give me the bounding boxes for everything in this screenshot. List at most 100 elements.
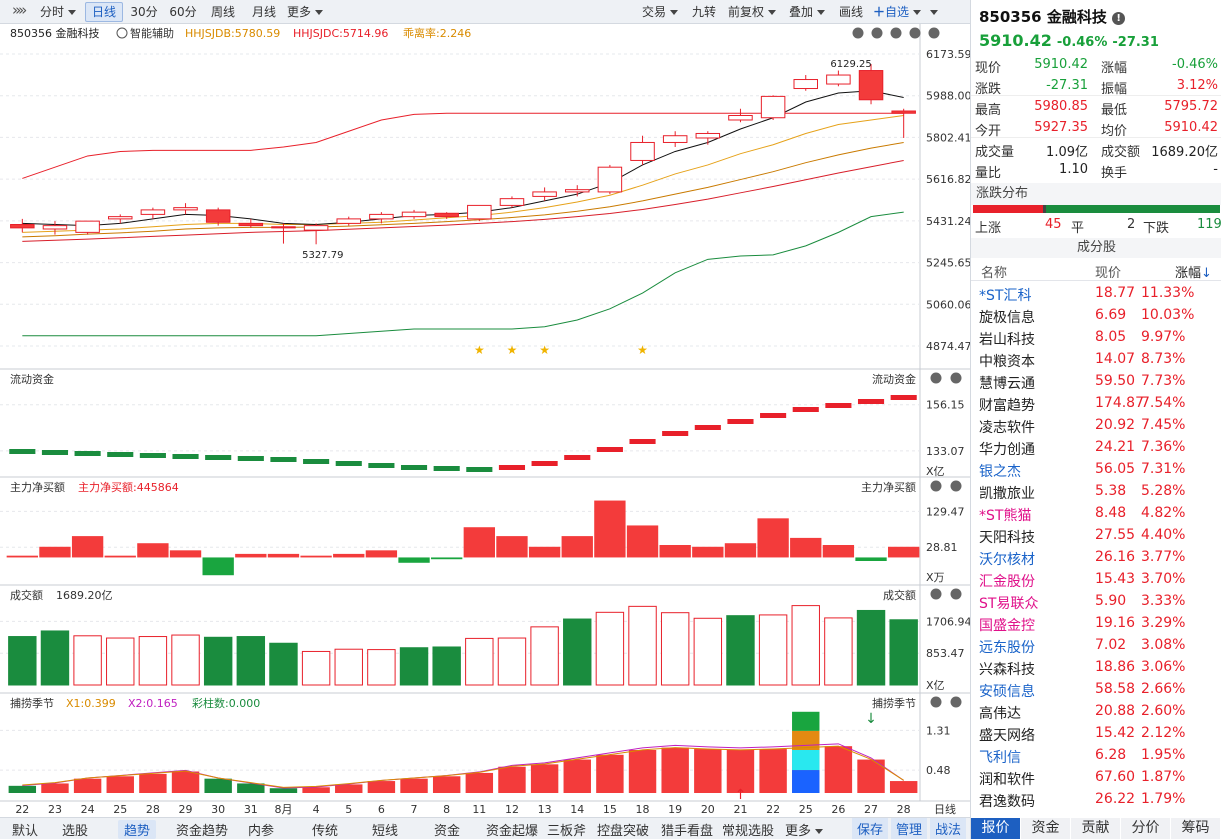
gear-icon[interactable] [930, 372, 942, 384]
list-item[interactable]: 旋极信息 6.69 10.03% [971, 304, 1221, 326]
candle[interactable] [467, 204, 492, 220]
candle[interactable] [858, 70, 884, 101]
strategy-tab-7[interactable]: 资金 [434, 824, 461, 839]
toolbar-button-5[interactable]: ＋自选 [871, 2, 923, 22]
list-item[interactable]: 远东股份 7.02 3.08% [971, 634, 1221, 656]
period-tab-6[interactable]: 更多 [284, 2, 326, 22]
candle[interactable] [695, 132, 721, 139]
period-tab-5[interactable]: 月线 [251, 5, 276, 19]
candle[interactable] [728, 114, 753, 121]
list-item[interactable]: 凯撒旅业 5.38 5.28% [971, 480, 1221, 502]
candle[interactable] [532, 191, 557, 197]
candle[interactable] [271, 226, 296, 229]
candle[interactable] [369, 213, 394, 220]
list-item[interactable]: 安硕信息 58.58 2.66% [971, 678, 1221, 700]
candle[interactable] [401, 211, 427, 218]
list-item[interactable]: 财富趋势 174.87 7.54% [971, 392, 1221, 414]
settings-icon[interactable] [909, 27, 921, 39]
panel-tab-4[interactable]: 筹码 [1171, 818, 1220, 839]
gear-icon[interactable] [930, 480, 942, 492]
candle[interactable] [10, 224, 35, 229]
col-change[interactable]: 涨幅↓ [1175, 262, 1212, 281]
list-item[interactable]: 华力创通 24.21 7.36% [971, 436, 1221, 458]
candle[interactable] [760, 95, 786, 119]
help-icon[interactable] [950, 588, 962, 600]
panel-tab-0[interactable]: 报价 [971, 818, 1020, 839]
help-icon[interactable] [950, 696, 962, 708]
gear-icon[interactable] [930, 696, 942, 708]
list-item[interactable]: 润和软件 67.60 1.87% [971, 766, 1221, 788]
candle[interactable] [564, 189, 590, 193]
candle[interactable] [205, 209, 231, 223]
help-icon[interactable] [950, 480, 962, 492]
list-item[interactable]: 君逸数码 26.22 1.79% [971, 788, 1221, 810]
list-item[interactable]: 岩山科技 8.05 9.97% [971, 326, 1221, 348]
period-tab-3[interactable]: 60分 [169, 5, 197, 19]
col-price[interactable]: 现价 [1095, 266, 1122, 281]
strategy-tab-12[interactable]: 常规选股 [722, 824, 775, 839]
list-item[interactable]: *ST汇科 18.77 11.33% [971, 282, 1221, 304]
candle[interactable] [42, 225, 68, 230]
strategy-tab-2[interactable]: 趋势 [118, 820, 157, 839]
panel-tab-1[interactable]: 资金 [1021, 818, 1070, 839]
list-item[interactable]: 盛天网络 15.42 2.12% [971, 722, 1221, 744]
list-item[interactable]: 汇金股份 15.43 3.70% [971, 568, 1221, 590]
help-icon[interactable] [950, 372, 962, 384]
list-item[interactable]: 高伟达 20.88 2.60% [971, 700, 1221, 722]
list-item[interactable]: 银之杰 56.05 7.31% [971, 458, 1221, 480]
period-tab-0[interactable]: 分时 [33, 2, 83, 22]
list-item[interactable]: 中粮资本 14.07 8.73% [971, 348, 1221, 370]
strategy-tab-11[interactable]: 猎手看盘 [661, 824, 714, 839]
candle[interactable] [630, 141, 655, 161]
strategy-tab-5[interactable]: 传统 [312, 824, 339, 839]
period-tab-2[interactable]: 30分 [130, 5, 158, 19]
col-name[interactable]: 名称 [981, 266, 1008, 281]
info-icon[interactable]: ! [1112, 12, 1126, 25]
candle[interactable] [891, 110, 916, 114]
strategy-tab-9[interactable]: 三板斧 [547, 824, 587, 839]
assist-icon[interactable] [116, 27, 128, 39]
collapse-chevron-icon[interactable]: »» [12, 1, 27, 19]
candle[interactable] [597, 166, 623, 193]
list-item[interactable]: 国盛金控 19.16 3.29% [971, 612, 1221, 634]
toolbar-button-0[interactable]: 交易 [636, 2, 684, 22]
gear-icon[interactable] [930, 588, 942, 600]
list-item[interactable]: 沃尔核材 26.16 3.77% [971, 546, 1221, 568]
list-item[interactable]: ST易联众 5.90 3.33% [971, 590, 1221, 612]
candle[interactable] [793, 79, 819, 90]
action-button-2[interactable]: 战法 [930, 818, 967, 839]
candle[interactable] [75, 220, 100, 233]
kline-chart[interactable]: 850356 金融科技 智能辅助 HHJSJDB:5780.59 HHJSJDC:57… [0, 24, 970, 817]
period-tab-1[interactable]: 日线 [85, 2, 123, 22]
list-item[interactable]: 天阳科技 27.55 4.40% [971, 524, 1221, 546]
action-button-1[interactable]: 管理 [891, 818, 928, 839]
list-item[interactable]: 兴森科技 18.86 3.06% [971, 656, 1221, 678]
strategy-tab-4[interactable]: 内参 [248, 824, 275, 839]
toolbar-button-3[interactable]: 叠加 [784, 2, 830, 22]
strategy-tab-10[interactable]: 控盘突破 [597, 824, 650, 839]
watchlist-dropdown-icon[interactable] [925, 2, 939, 22]
minus-icon[interactable] [890, 27, 902, 39]
candle[interactable] [336, 218, 362, 224]
period-tab-4[interactable]: 周线 [210, 5, 235, 19]
toolbar-button-4[interactable]: 画线 [838, 5, 863, 19]
candle[interactable] [107, 216, 133, 220]
plus-icon[interactable] [871, 27, 883, 39]
action-button-0[interactable]: 保存 [852, 818, 889, 839]
list-item[interactable]: 飞利信 6.28 1.95% [971, 744, 1221, 766]
strategy-tab-13[interactable]: 更多 [785, 820, 823, 839]
toolbar-button-2[interactable]: 前复权 [725, 2, 779, 22]
panel-tab-2[interactable]: 贡献 [1071, 818, 1120, 839]
list-item[interactable]: 凌志软件 20.92 7.45% [971, 414, 1221, 436]
candle[interactable] [826, 74, 851, 85]
candle[interactable] [434, 212, 459, 218]
panel-tab-3[interactable]: 分价 [1121, 818, 1170, 839]
candle[interactable] [662, 135, 688, 143]
toolbar-button-1[interactable]: 九转 [691, 5, 716, 19]
list-item[interactable]: *ST熊猫 8.48 4.82% [971, 502, 1221, 524]
strategy-tab-6[interactable]: 短线 [372, 824, 399, 839]
strategy-tab-8[interactable]: 资金起爆 [486, 824, 539, 839]
list-item[interactable]: 慧博云通 59.50 7.73% [971, 370, 1221, 392]
help-icon[interactable] [852, 27, 864, 39]
candle[interactable] [173, 207, 198, 211]
